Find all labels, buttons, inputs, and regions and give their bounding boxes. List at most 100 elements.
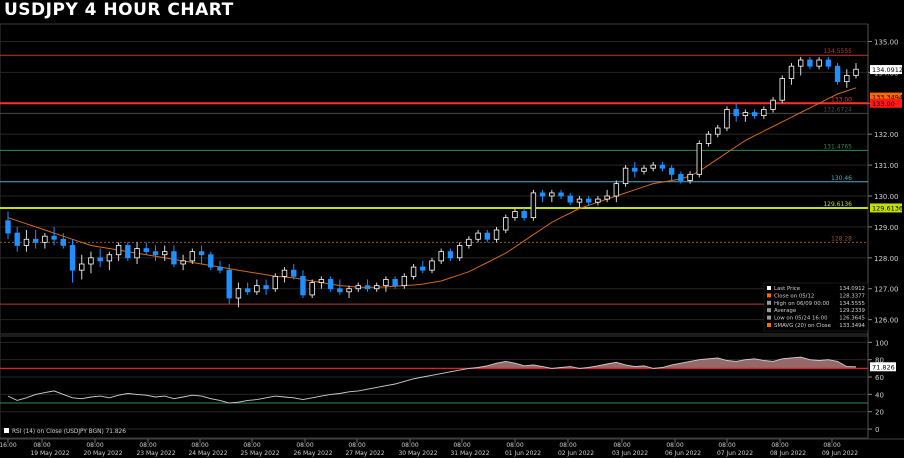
candle-down-body (291, 269, 297, 277)
candle (171, 245, 177, 268)
rsi-tick-label: 20 (875, 409, 884, 417)
candle (198, 245, 205, 264)
legend-background (763, 282, 869, 332)
gridlines (0, 40, 868, 321)
candle-up-body (346, 288, 352, 293)
sma-line (7, 87, 857, 288)
candle (530, 189, 537, 221)
candle (79, 254, 85, 280)
candle (844, 69, 850, 88)
candle (254, 279, 260, 295)
candle (60, 233, 67, 249)
candle (69, 239, 76, 283)
candle (512, 208, 518, 221)
candle-down-body (337, 288, 343, 293)
price-tick-label: 128.00 (874, 255, 899, 263)
candle-down-body (539, 192, 546, 197)
candle (650, 162, 656, 172)
candle-up-body (512, 211, 518, 219)
chart-title: USDJPY 4 HOUR CHART (4, 0, 234, 20)
candle-up-body (254, 285, 260, 293)
candle (152, 245, 159, 261)
time-date-label: 30 May 2022 (398, 450, 437, 457)
candle (217, 260, 223, 274)
sma20-line (7, 87, 857, 288)
time-date-label: 09 Jun 2022 (822, 450, 858, 457)
candle (705, 131, 712, 147)
candle (549, 189, 555, 203)
candle (825, 56, 832, 70)
candle-up-body (355, 285, 361, 290)
rsi-panel: 100 80 60 40 20 0 71.826 RSI (14) on Close (USD… (0, 339, 896, 435)
candle (355, 282, 361, 292)
candle (751, 109, 758, 119)
candle-up-body (23, 238, 30, 246)
candle (742, 109, 749, 122)
legend-label: Last Price (774, 286, 801, 292)
candle-up-body (410, 266, 417, 277)
candle (346, 285, 352, 298)
candle-up-body (797, 59, 804, 67)
candle (521, 208, 527, 221)
candle (300, 270, 306, 298)
candle (51, 226, 57, 246)
candle (770, 97, 776, 113)
time-hour-label: 08:00 (296, 442, 313, 449)
candle (567, 192, 573, 206)
candle (641, 165, 647, 175)
candle-down-body (834, 65, 841, 83)
legend-swatch (767, 300, 771, 305)
candle-up-body (373, 285, 380, 290)
candle (14, 226, 20, 252)
time-date-label: 01 Jun 2022 (505, 450, 541, 457)
time-hour-label: 08:00 (139, 442, 156, 449)
candle (235, 282, 242, 308)
time-hour-label: 08:00 (348, 442, 365, 449)
candle-down-body (484, 232, 491, 240)
candle (180, 254, 186, 271)
candle (539, 189, 546, 203)
candle-up-body (650, 164, 656, 169)
candle-up-body (641, 167, 647, 172)
candle-down-body (392, 279, 398, 287)
rsi-value-tag-label: 71.826 (872, 363, 895, 371)
candle (125, 242, 131, 261)
candle-down-body (678, 173, 684, 181)
legend-value: 133.3494 (839, 323, 865, 329)
legend-label: Low on 05/24 16:00 (774, 316, 828, 322)
level-label: 131.4765 (823, 143, 852, 150)
candle (97, 248, 103, 268)
legend-box: Last Price 134.0912 Close on 05/12 128.3377… (763, 282, 869, 332)
time-hour-label: 08:00 (33, 442, 50, 449)
candle-up-body (456, 245, 463, 259)
candle-up-body (816, 59, 822, 67)
candle-down-body (420, 266, 426, 271)
candle (438, 248, 444, 264)
candle-down-body (226, 269, 232, 299)
candle-up-body (622, 167, 629, 185)
candle-up-body (705, 133, 712, 144)
candle-down-body (668, 167, 675, 175)
candle (696, 140, 703, 178)
price-tag-label: 133.00 (872, 100, 895, 108)
candle (318, 276, 325, 289)
candle-up-body (696, 143, 703, 175)
candle-down-body (751, 112, 758, 117)
time-date-label: 26 May 2022 (293, 450, 332, 457)
candle (383, 276, 389, 292)
candle-down-body (60, 238, 67, 246)
candle (724, 106, 730, 132)
price-tag (870, 98, 902, 108)
candle-up-body (272, 275, 279, 290)
price-tick-label: 131.00 (874, 162, 899, 170)
time-date-label: 03 Jun 2022 (612, 450, 648, 457)
candle-down-body (69, 245, 76, 271)
level-label: 128.28 (831, 235, 852, 242)
rsi-overbought-fill (8, 357, 856, 369)
candle-down-body (208, 254, 214, 268)
candle-down-body (263, 285, 269, 290)
candles (5, 56, 859, 308)
candle (281, 267, 288, 283)
